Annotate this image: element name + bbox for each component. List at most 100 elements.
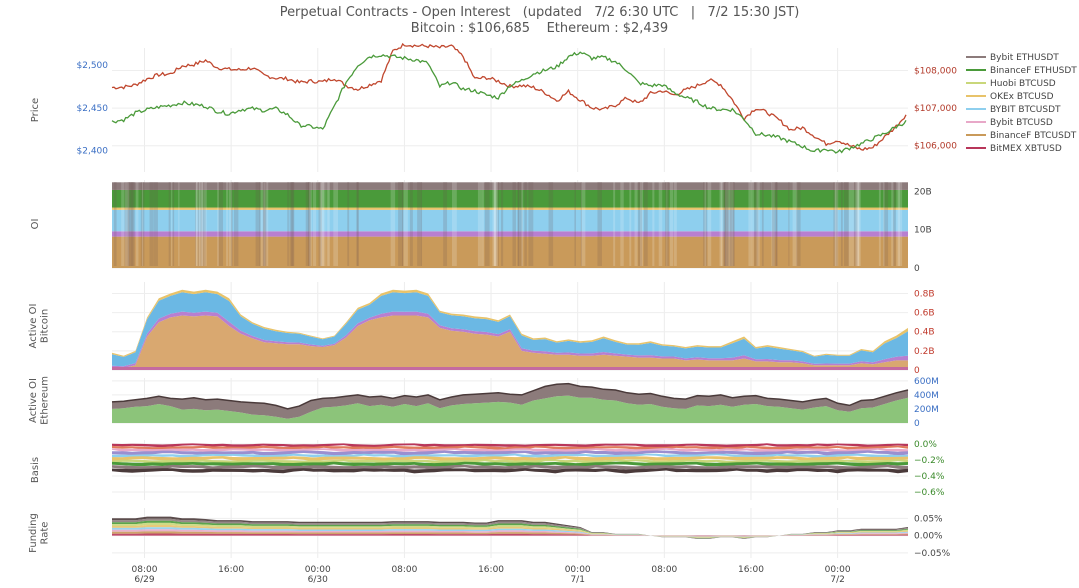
- oi-stripe: [217, 182, 219, 266]
- y-axis-label: OI: [30, 219, 41, 230]
- oi-stripe: [761, 182, 764, 266]
- oi-stripe: [409, 182, 413, 266]
- oi-stripe: [171, 182, 173, 266]
- oi-stripe: [883, 182, 889, 266]
- basis-band: [112, 468, 908, 474]
- right-tick-label: 0.05%: [914, 514, 943, 524]
- funding-band: [112, 529, 908, 537]
- oi-stripe: [226, 182, 229, 266]
- oi-stripe: [199, 182, 204, 266]
- oi-stripe: [748, 182, 752, 266]
- right-tick-label: 400M: [914, 391, 939, 401]
- x-tick-label: 08:00: [391, 565, 417, 575]
- y-axis-label: FundingRate: [28, 513, 51, 553]
- oi-stripe: [857, 182, 860, 266]
- oi-stripe: [835, 182, 839, 266]
- oi-stripe: [196, 182, 198, 266]
- oi-stripe: [840, 182, 843, 266]
- right-tick-label: 200M: [914, 405, 939, 415]
- right-tick-label: −0.05%: [914, 549, 951, 559]
- right-tick-label: 10B: [914, 226, 932, 236]
- oi-stripe: [495, 182, 497, 266]
- oi-stripe: [634, 182, 638, 266]
- oi-stripe: [848, 182, 852, 266]
- right-tick-label: $107,000: [914, 104, 957, 114]
- oi-stripe: [128, 182, 134, 266]
- oi-stripe: [127, 182, 130, 266]
- oi-stripe: [493, 182, 497, 266]
- oi-stripe: [421, 182, 423, 266]
- x-tick-label: 16:00: [478, 565, 504, 575]
- oi-stripe: [497, 182, 499, 266]
- oi-stripe: [629, 182, 632, 266]
- oi-stripe: [320, 182, 322, 266]
- right-tick-label: −0.6%: [914, 488, 945, 498]
- x-tick-label: 08:00: [651, 565, 677, 575]
- x-tick-label: 00:00: [565, 565, 591, 575]
- oi-stripe: [321, 182, 326, 266]
- oi-stripe: [484, 182, 490, 266]
- right-tick-label: 0.4B: [914, 328, 935, 338]
- oi-stripe: [262, 182, 267, 266]
- y-axis-label: Basis: [30, 457, 41, 483]
- oi-stripe: [203, 182, 207, 266]
- x-tick-label: 16:00: [738, 565, 764, 575]
- right-tick-label: $106,000: [914, 142, 957, 152]
- basis-band: [112, 448, 908, 453]
- right-tick-label: 0.2B: [914, 347, 935, 357]
- oi-stripe: [451, 182, 457, 266]
- legend-entry: BinanceF BTCUSDT: [990, 131, 1077, 141]
- oi-stripe: [149, 182, 154, 266]
- oi-stripe: [666, 182, 668, 266]
- oi-stripe: [327, 182, 330, 266]
- basis-band: [112, 456, 908, 462]
- left-tick-label: $2,400: [77, 147, 109, 157]
- oi-stripe: [140, 182, 145, 266]
- oi-stripe: [548, 182, 554, 266]
- oi-stripe: [307, 182, 311, 266]
- eth-active-oi-top-line: [111, 382, 909, 410]
- oi-stripe: [639, 182, 643, 266]
- oi-stack-band: [112, 189, 908, 208]
- oi-stripe: [796, 182, 801, 266]
- oi-stripe: [670, 182, 674, 266]
- funding-band: [112, 516, 908, 539]
- funding-band: [112, 518, 908, 539]
- oi-stripe: [834, 182, 837, 266]
- right-tick-label: 0.8B: [914, 289, 935, 299]
- eth-active-oi-bybit-area: [112, 383, 908, 419]
- oi-stripe: [153, 182, 158, 266]
- oi-stripe: [732, 182, 734, 266]
- oi-stripe: [620, 182, 624, 266]
- oi-stack-band: [112, 182, 908, 190]
- oi-stack-band: [112, 207, 908, 210]
- oi-stripe: [263, 182, 266, 266]
- oi-stripe: [643, 182, 648, 266]
- oi-stripe: [704, 182, 707, 266]
- right-tick-label: 0: [914, 366, 920, 376]
- legend-entry: Huobi BTCUSD: [990, 79, 1056, 89]
- btc-active-oi-bitmex-area: [112, 367, 908, 370]
- oi-stripe: [597, 182, 602, 266]
- oi-stripe: [898, 182, 903, 266]
- right-tick-label: 0.6B: [914, 309, 935, 319]
- oi-stack-band: [112, 209, 908, 232]
- oi-stripe: [264, 182, 269, 266]
- x-tick-label: 00:00: [305, 565, 331, 575]
- oi-stripe: [891, 182, 894, 266]
- oi-stripe: [512, 182, 516, 266]
- oi-stripe: [524, 182, 527, 266]
- oi-stripe: [482, 182, 485, 266]
- chart-subtitle: Bitcoin : $106,685 Ethereum : $2,439: [410, 21, 669, 36]
- btc-active-oi-binance-area: [112, 315, 908, 370]
- oi-stripe: [896, 182, 901, 266]
- oi-stripe: [289, 182, 295, 266]
- oi-stripe: [730, 182, 735, 266]
- oi-stripe: [178, 182, 180, 266]
- legend-entry: Bybit ETHUSDT: [990, 53, 1059, 63]
- chart-title: Perpetual Contracts - Open Interest (upd…: [279, 5, 800, 20]
- right-tick-label: −0.2%: [914, 456, 945, 466]
- ethereum-price-line: [111, 51, 907, 154]
- eth-active-oi-binance-area: [112, 395, 908, 423]
- funding-band: [112, 533, 908, 536]
